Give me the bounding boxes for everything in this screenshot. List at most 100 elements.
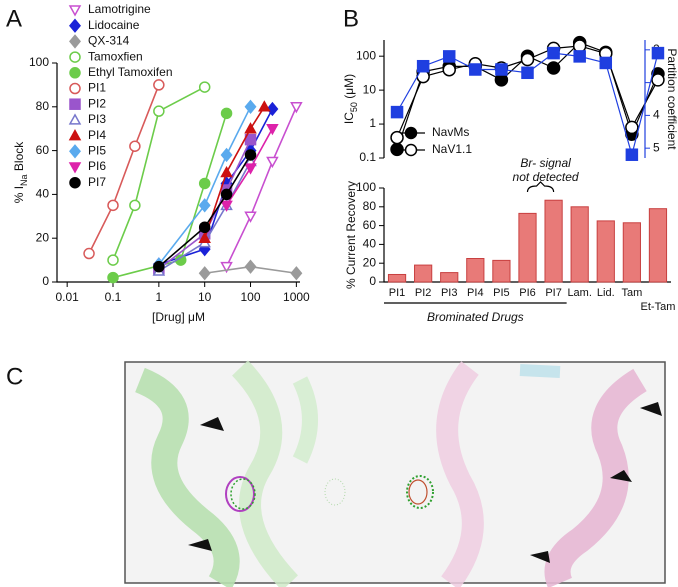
y-tick-label: 40 bbox=[36, 187, 50, 201]
y-tick-label: 0 bbox=[369, 274, 376, 288]
legend-marker bbox=[69, 144, 81, 159]
marker bbox=[220, 147, 233, 163]
structure-image bbox=[124, 360, 666, 587]
x-tick-label: 1000 bbox=[283, 290, 310, 304]
marker bbox=[244, 163, 257, 175]
legend-marker bbox=[69, 82, 81, 95]
marker bbox=[266, 101, 279, 117]
marker bbox=[521, 66, 534, 80]
legend-label: PI6 bbox=[88, 159, 106, 173]
marker bbox=[599, 56, 613, 70]
x-tick-label: PI1 bbox=[389, 287, 406, 299]
y-tick-label: 60 bbox=[363, 218, 377, 232]
legend-label: PI7 bbox=[88, 175, 106, 189]
marker bbox=[244, 99, 257, 114]
legend-label: Lamotrigine bbox=[88, 2, 151, 16]
marker bbox=[198, 177, 211, 190]
series-line bbox=[112, 86, 206, 261]
series-line bbox=[88, 84, 160, 254]
marker bbox=[390, 142, 404, 157]
x-tick-label: PI7 bbox=[545, 287, 562, 299]
x-tick-label: Lid. bbox=[597, 287, 615, 299]
bar bbox=[492, 259, 511, 283]
axis-label-sub: Na bbox=[19, 174, 29, 186]
y-tick-label: 100 bbox=[356, 180, 376, 194]
marker bbox=[244, 122, 257, 134]
y-tick-label: 10 bbox=[363, 82, 377, 96]
brace bbox=[526, 181, 555, 193]
marker bbox=[651, 46, 665, 60]
bar bbox=[466, 258, 485, 283]
marker bbox=[153, 260, 165, 273]
bar bbox=[648, 208, 668, 283]
marker bbox=[220, 107, 233, 120]
bar bbox=[518, 212, 537, 283]
marker bbox=[390, 105, 404, 119]
x-axis-label: [Drug] μM bbox=[152, 310, 205, 324]
marker bbox=[266, 156, 279, 169]
marker bbox=[290, 102, 303, 114]
legend-marker bbox=[69, 176, 81, 189]
marker bbox=[198, 231, 211, 243]
legend-label: PI3 bbox=[88, 112, 106, 126]
marker bbox=[442, 50, 456, 63]
y-tick-label: 100 bbox=[29, 55, 49, 69]
marker bbox=[198, 266, 211, 281]
group-label: Brominated Drugs bbox=[427, 310, 524, 324]
legend-marker bbox=[69, 51, 81, 63]
x-tick-label: Lam. bbox=[567, 287, 591, 299]
marker bbox=[153, 79, 165, 91]
x-tick-label: PI6 bbox=[519, 287, 536, 299]
legend-label: Lidocaine bbox=[88, 18, 140, 32]
legend-marker bbox=[68, 162, 82, 174]
panel-label: B bbox=[343, 5, 359, 32]
marker bbox=[625, 148, 639, 161]
marker bbox=[469, 63, 482, 76]
legend-marker bbox=[404, 143, 418, 157]
legend-marker bbox=[69, 98, 81, 110]
legend-label: PI2 bbox=[88, 96, 106, 110]
y-axis-label: % Current Recovery bbox=[344, 181, 358, 289]
marker bbox=[107, 254, 119, 266]
bar bbox=[544, 199, 563, 283]
marker bbox=[220, 188, 233, 201]
marker bbox=[198, 81, 211, 93]
bar bbox=[622, 222, 641, 283]
axis-label: % INa Block bbox=[12, 141, 29, 204]
x-tick-label: PI2 bbox=[415, 287, 432, 299]
series-line bbox=[158, 154, 252, 268]
marker bbox=[442, 62, 456, 77]
y2-tick-label: 5 bbox=[653, 140, 660, 154]
x-tick-label: Tam bbox=[621, 287, 642, 299]
legend-marker bbox=[404, 126, 418, 140]
series-line bbox=[158, 106, 252, 265]
axis-label-part: Block bbox=[12, 141, 26, 175]
legend-marker bbox=[68, 113, 82, 125]
marker bbox=[244, 133, 257, 146]
marker bbox=[220, 261, 233, 274]
bar bbox=[596, 220, 615, 283]
bar bbox=[414, 264, 433, 283]
marker bbox=[416, 59, 430, 73]
marker bbox=[258, 100, 271, 112]
marker bbox=[83, 247, 95, 260]
bar bbox=[387, 273, 407, 283]
axis-label: IC50 (μM) bbox=[342, 74, 359, 124]
marker bbox=[153, 105, 165, 117]
legend-label: Ethyl Tamoxifen bbox=[88, 65, 173, 79]
marker bbox=[220, 165, 233, 178]
series-line bbox=[225, 106, 298, 268]
y-tick-label: 0 bbox=[42, 274, 49, 288]
legend-label: PI4 bbox=[88, 128, 106, 142]
marker bbox=[520, 52, 535, 67]
y-tick-label: 80 bbox=[36, 99, 50, 113]
y-tick-label: 20 bbox=[363, 255, 377, 269]
marker bbox=[244, 149, 257, 161]
y-tick-label: 100 bbox=[356, 48, 376, 62]
legend-marker bbox=[68, 5, 82, 17]
panel-label: A bbox=[6, 5, 22, 32]
panel-label: C bbox=[6, 363, 23, 390]
bar bbox=[440, 272, 459, 283]
legend-marker bbox=[69, 34, 81, 49]
marker bbox=[290, 266, 303, 281]
